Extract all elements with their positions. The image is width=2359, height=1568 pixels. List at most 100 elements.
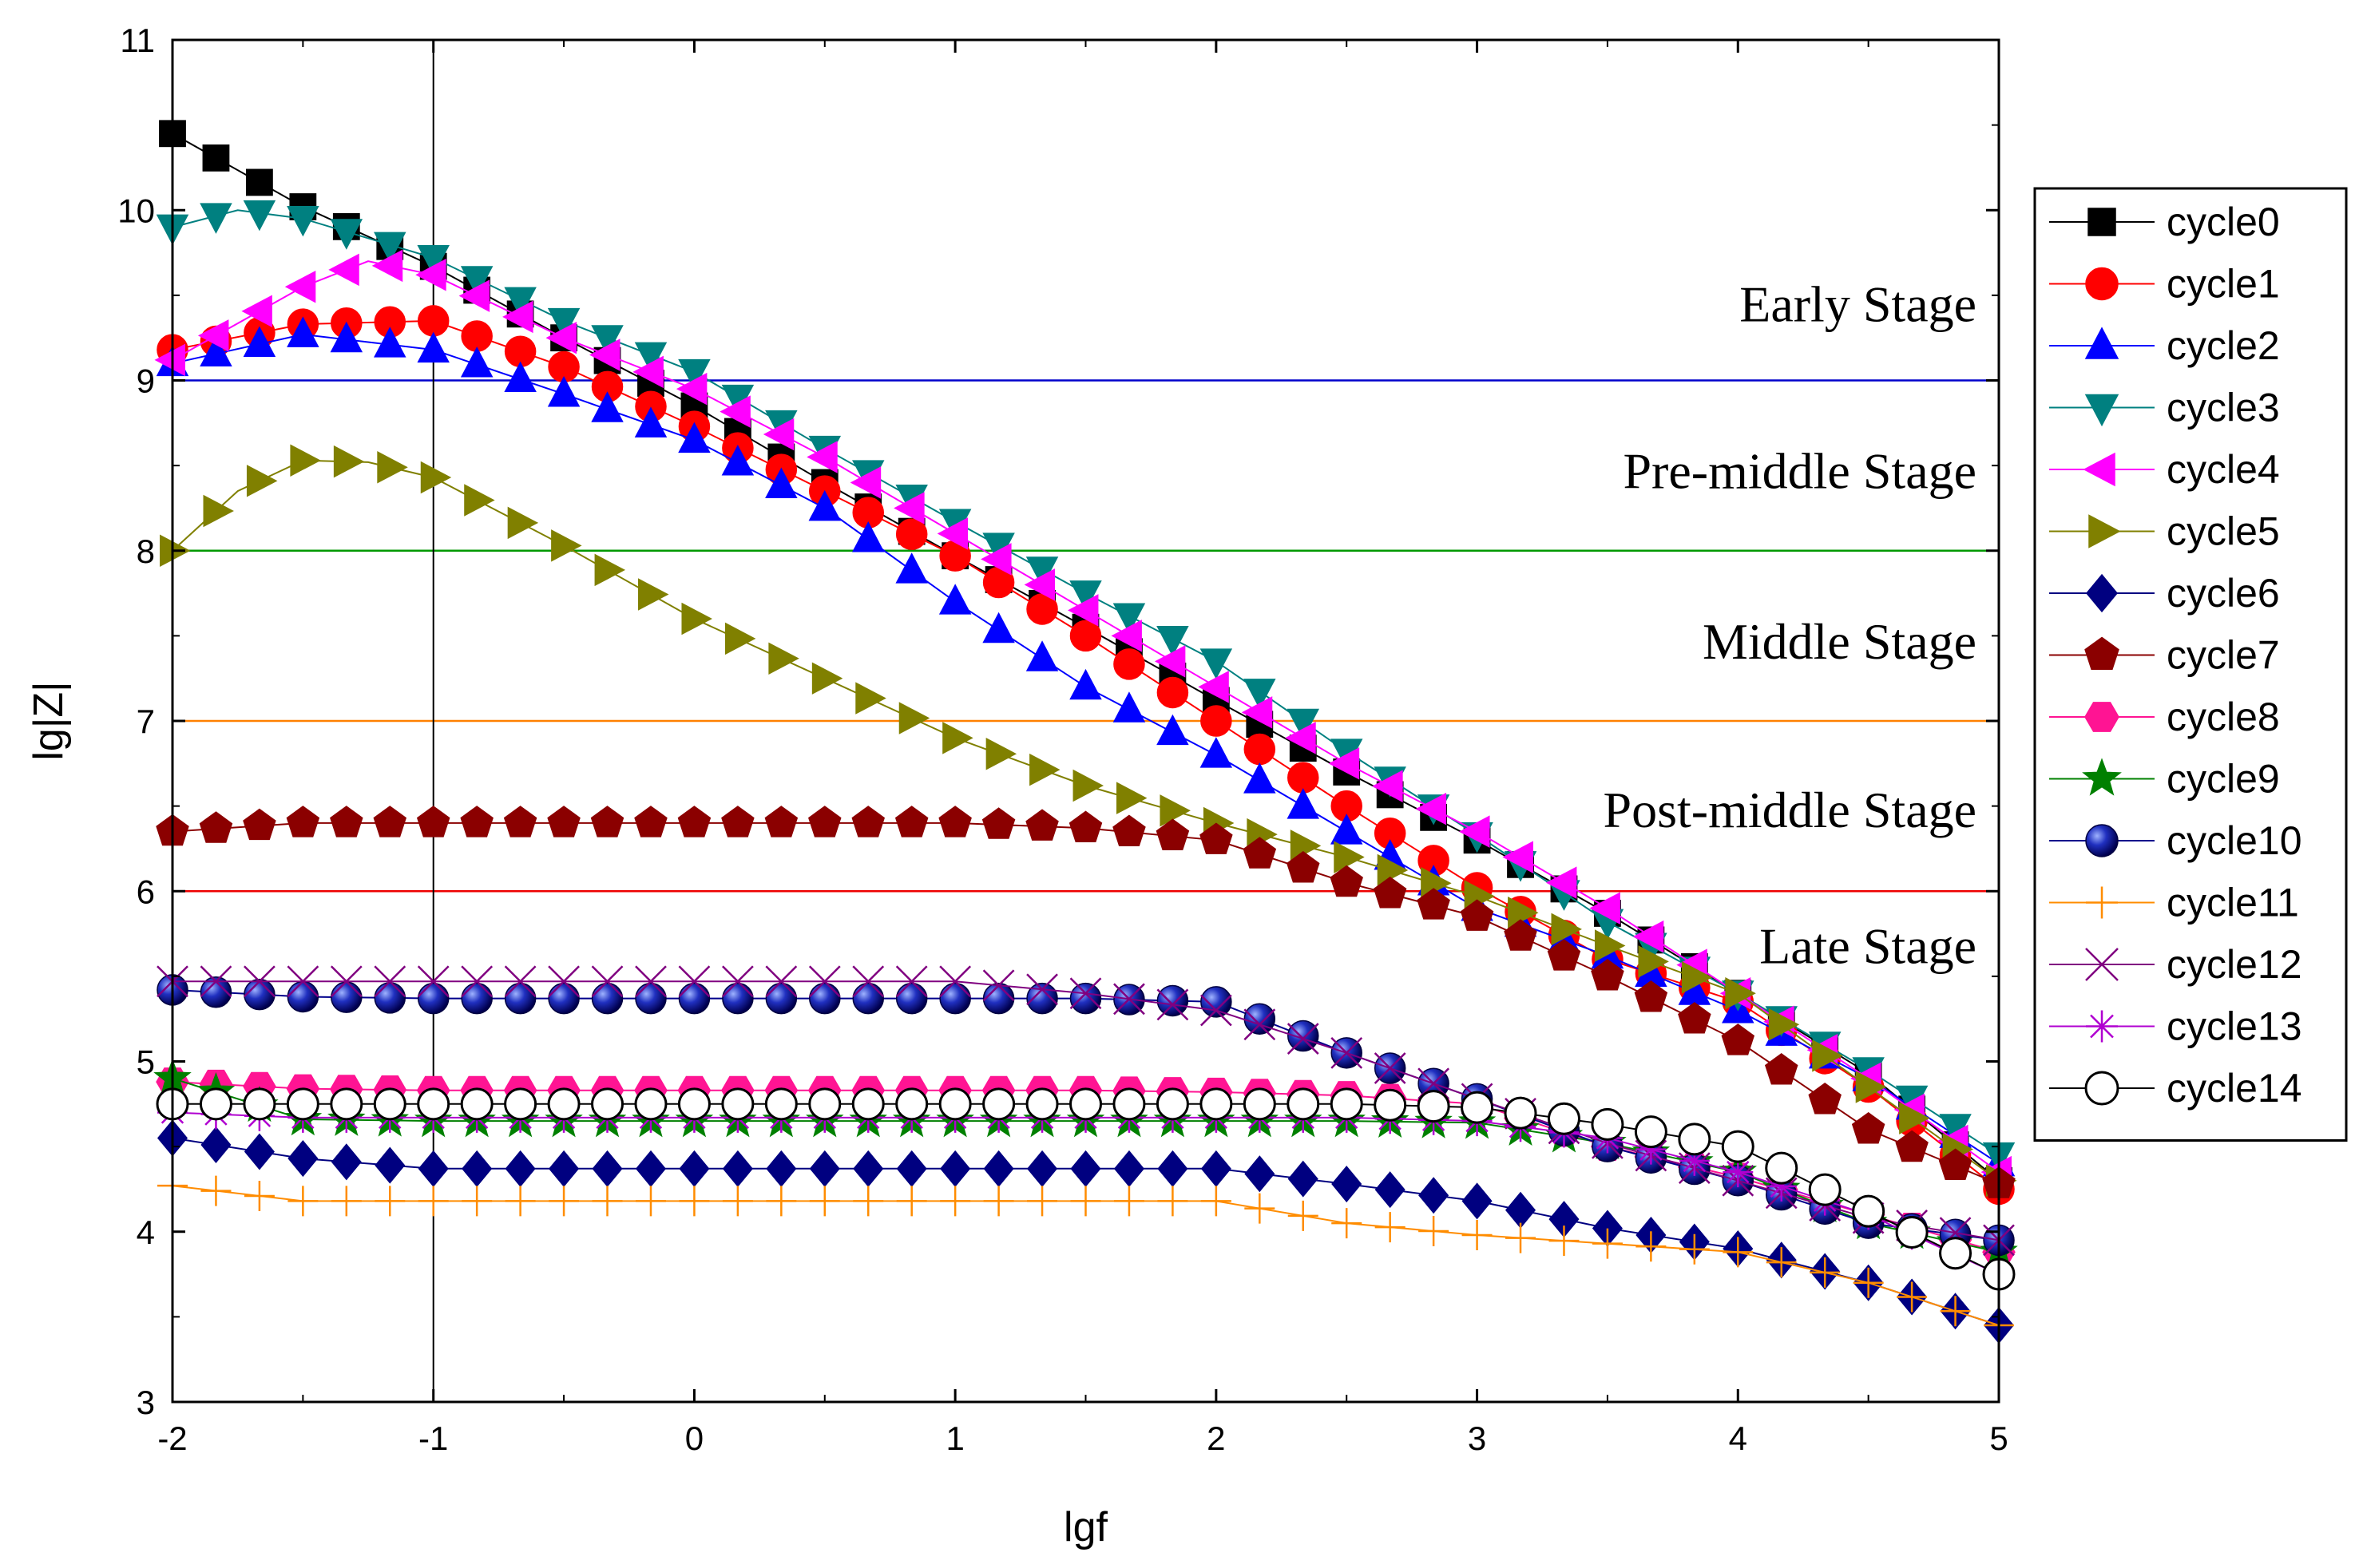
data-point-cycle7: [1721, 1024, 1755, 1055]
data-point-cycle6: [375, 1146, 406, 1184]
series-cycle1: [157, 305, 2015, 1206]
data-point-cycle2: [765, 467, 798, 498]
stage-label: Pre-middle Stage: [1623, 443, 1976, 500]
legend: cycle0 cycle1 cycle2 cycle3 cycle4 cycle5 cycl…: [2033, 187, 2348, 1142]
legend-item-cycle5: cycle5: [2049, 509, 2280, 554]
data-point-cycle11: [1027, 1186, 1058, 1217]
data-point-cycle1: [1200, 705, 1232, 737]
data-point-cycle11: [592, 1186, 623, 1217]
data-point-cycle11: [1505, 1222, 1536, 1253]
data-point-cycle5: [1899, 1102, 1930, 1134]
legend-item-cycle3: cycle3: [2049, 386, 2280, 430]
data-point-cycle11: [1331, 1208, 1362, 1239]
data-point-cycle4: [1545, 866, 1577, 899]
data-point-cycle2: [504, 361, 537, 393]
data-point-cycle14: [1199, 1087, 1233, 1121]
data-point-cycle12: [1156, 988, 1189, 1021]
data-point-cycle14: [1895, 1215, 1929, 1249]
legend-marker: [2084, 702, 2119, 732]
y-tick-label: 11: [120, 22, 155, 59]
data-point-cycle10: [374, 982, 406, 1014]
data-point-cycle7: [808, 806, 842, 837]
data-point-cycle11: [983, 1186, 1014, 1217]
legend-label: cycle10: [2167, 818, 2302, 863]
data-point-cycle6: [331, 1143, 362, 1181]
legend-label: cycle13: [2167, 1004, 2302, 1049]
data-point-cycle12: [721, 965, 754, 998]
legend-item-cycle2: cycle2: [2049, 323, 2280, 368]
data-point-cycle5: [246, 465, 278, 497]
data-point-cycle12: [244, 965, 276, 998]
data-point-cycle10: [331, 981, 363, 1013]
data-point-cycle3: [417, 245, 450, 276]
data-point-cycle5: [1681, 961, 1713, 994]
legend-item-cycle7: cycle7: [2049, 633, 2280, 678]
data-point-cycle10: [200, 976, 232, 1008]
data-point-cycle2: [374, 327, 406, 358]
data-point-cycle13: [1679, 1145, 1710, 1176]
data-point-cycle2: [1243, 762, 1276, 794]
data-point-cycle10: [852, 982, 884, 1015]
x-tick-label: -2: [157, 1420, 187, 1457]
data-point-cycle2: [895, 552, 928, 584]
data-point-cycle3: [634, 342, 668, 374]
data-point-cycle5: [507, 506, 539, 540]
legend-label: cycle9: [2167, 757, 2280, 802]
data-point-cycle7: [634, 806, 668, 837]
data-point-cycle14: [938, 1087, 972, 1121]
data-point-cycle11: [1592, 1228, 1623, 1259]
data-point-cycle6: [418, 1150, 449, 1187]
data-point-cycle12: [287, 965, 319, 998]
data-point-cycle11: [1157, 1186, 1188, 1217]
data-point-cycle6: [722, 1150, 753, 1187]
data-point-cycle14: [591, 1087, 624, 1121]
data-point-cycle11: [1723, 1237, 1754, 1268]
x-tick-label: 5: [1989, 1420, 2008, 1457]
data-point-cycle4: [850, 466, 882, 499]
y-tick-label: 5: [137, 1043, 155, 1081]
data-point-cycle12: [1113, 983, 1145, 1016]
data-point-cycle12: [1199, 994, 1232, 1027]
data-point-cycle7: [1068, 810, 1103, 843]
data-point-cycle1: [1069, 620, 1102, 652]
data-point-cycle5: [1116, 782, 1148, 814]
data-point-cycle12: [1330, 1036, 1363, 1069]
data-point-cycle14: [1374, 1088, 1407, 1122]
data-point-cycle10: [1287, 1020, 1319, 1052]
data-point-cycle6: [1505, 1191, 1536, 1229]
data-point-cycle14: [677, 1087, 711, 1121]
data-point-cycle3: [287, 205, 319, 237]
data-point-cycle6: [679, 1150, 710, 1187]
data-point-cycle11: [1940, 1296, 1971, 1327]
data-point-cycle3: [1199, 648, 1233, 679]
data-point-cycle4: [894, 492, 925, 525]
data-point-cycle14: [1156, 1087, 1189, 1121]
data-point-cycle11: [200, 1175, 232, 1206]
data-point-cycle2: [808, 489, 842, 521]
data-point-cycle4: [720, 395, 751, 428]
data-point-cycle3: [1156, 625, 1189, 657]
legend-marker: [2085, 267, 2119, 301]
data-point-cycle2: [1199, 737, 1233, 768]
data-point-cycle12: [200, 965, 232, 998]
data-point-cycle4: [1198, 671, 1229, 703]
data-point-cycle5: [638, 578, 669, 611]
data-point-cycle12: [808, 965, 841, 998]
data-point-cycle4: [807, 441, 838, 473]
data-point-cycle2: [678, 422, 711, 453]
data-point-cycle6: [1244, 1155, 1275, 1193]
data-point-cycle4: [1285, 722, 1316, 754]
data-point-cycle12: [417, 965, 450, 998]
series-cycle7: [156, 806, 2016, 1198]
data-point-cycle11: [1897, 1281, 1928, 1313]
data-point-cycle3: [504, 287, 537, 319]
data-point-cycle7: [1460, 899, 1494, 931]
data-point-cycle1: [1243, 733, 1276, 766]
data-point-cycle4: [1111, 620, 1142, 652]
data-point-cycle11: [244, 1180, 275, 1211]
y-tick-label: 8: [137, 533, 155, 570]
y-tick-label: 6: [137, 873, 155, 910]
data-point-cycle5: [942, 722, 973, 754]
data-point-cycle10: [722, 982, 754, 1015]
data-point-cycle7: [1330, 865, 1363, 897]
